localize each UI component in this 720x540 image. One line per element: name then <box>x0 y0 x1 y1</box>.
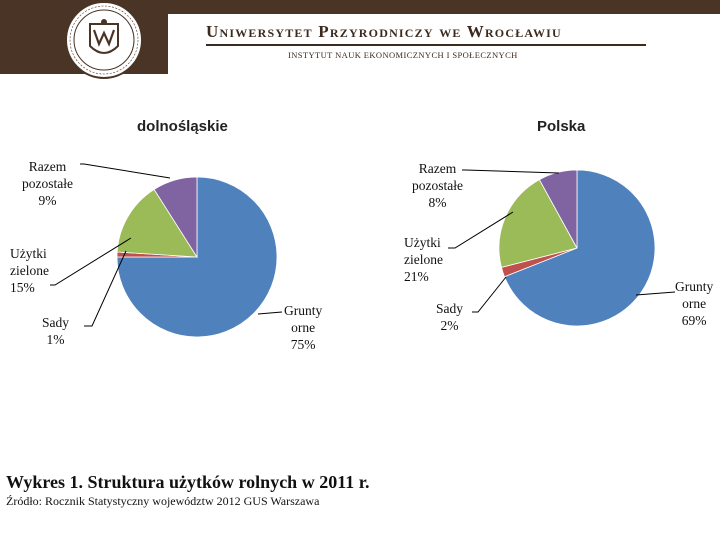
pie-slice-razem-pozostale-1 <box>538 169 578 249</box>
label-grunty-orne-right: Grunty orne 69% <box>675 279 714 328</box>
leader-line-sady-1 <box>472 276 507 313</box>
pie-slice-uzytki-zielone-0 <box>116 188 198 258</box>
leader-line-razem-pozostale-0 <box>80 163 171 179</box>
institute-name: INSTYTUT NAUK EKONOMICZNYCH I SPOŁECZNYC… <box>288 50 518 60</box>
chart-title-polska: Polska <box>537 118 586 135</box>
title-divider <box>206 44 646 46</box>
label-uzytki-zielone-left: Użytki zielone 15% <box>10 246 49 295</box>
header-banner: Uniwersytet Przyrodniczy we Wrocławiu IN… <box>0 0 720 80</box>
leader-line-uzytki-zielone-0 <box>50 237 132 286</box>
label-sady-left: Sady 1% <box>42 315 69 347</box>
leader-line-uzytki-zielone-1 <box>448 211 514 249</box>
pie-slice-razem-pozostale-0 <box>153 176 198 259</box>
label-uzytki-zielone-right: Użytki zielone 21% <box>404 235 443 284</box>
pie-charts <box>50 163 676 338</box>
leader-line-razem-pozostale-1 <box>462 169 560 174</box>
label-sady-right: Sady 2% <box>436 301 463 333</box>
figure-caption: Wykres 1. Struktura użytków rolnych w 20… <box>6 472 370 492</box>
leader-line-sady-0 <box>84 250 127 327</box>
pie-slice-grunty-orne-1 <box>503 169 656 327</box>
leader-line-grunty-orne-0 <box>257 311 283 315</box>
label-razem-pozostale-right: Razem pozostałe 8% <box>412 161 463 210</box>
slide-content: dolnośląskie Polska Grunty orne 75% Sady 1%… <box>0 80 720 540</box>
leader-line-grunty-orne-1 <box>635 291 676 296</box>
figure-source: Źródło: Rocznik Statystyczny województw … <box>6 494 320 508</box>
university-seal-icon <box>65 1 143 79</box>
label-grunty-orne-left: Grunty orne 75% <box>284 303 323 352</box>
university-name: Uniwersytet Przyrodniczy we Wrocławiu <box>206 22 562 41</box>
chart-title-dolnoslaskie: dolnośląskie <box>137 118 228 135</box>
label-razem-pozostale-left: Razem pozostałe 9% <box>22 159 73 208</box>
